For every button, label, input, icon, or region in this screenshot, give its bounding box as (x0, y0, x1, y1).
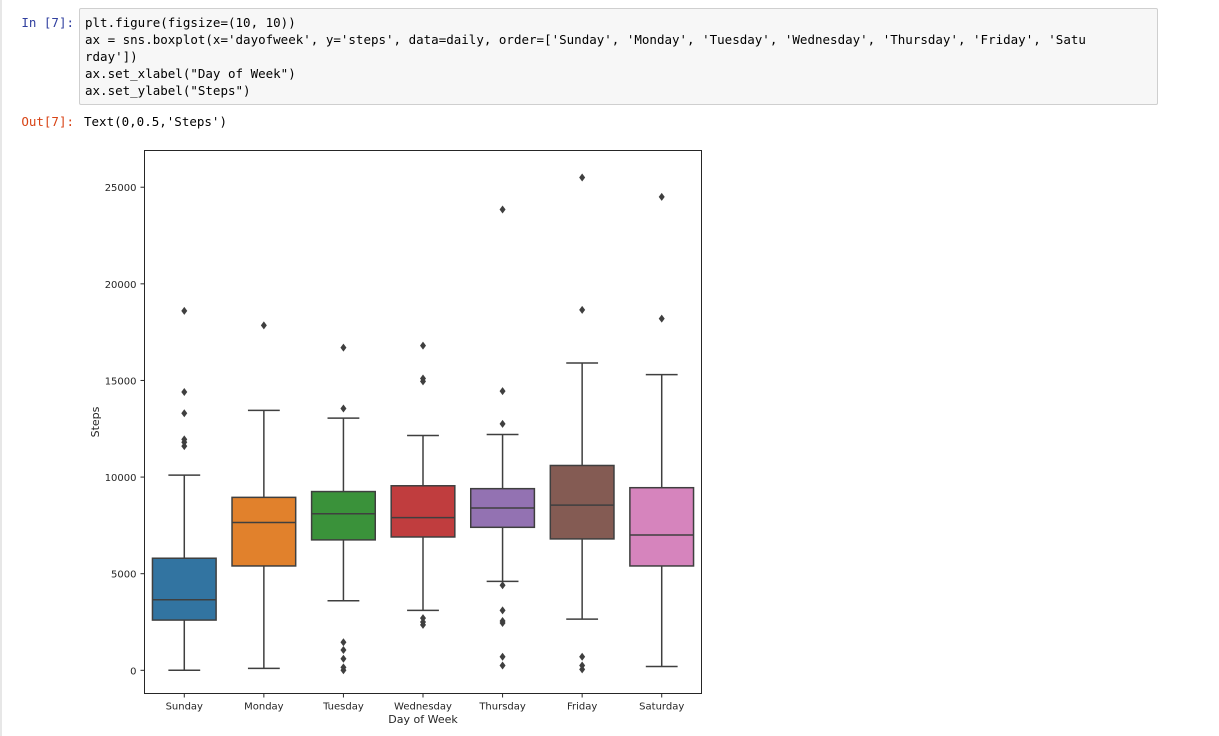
outlier-point (579, 173, 586, 182)
outlier-point (579, 305, 586, 314)
x-tick-label: Monday (244, 702, 284, 713)
outlier-point (499, 419, 506, 428)
outlier-point (499, 387, 506, 396)
outlier-point (420, 614, 426, 623)
outlier-point (499, 606, 506, 615)
notebook-edge (0, 0, 2, 736)
y-tick-label: 25000 (105, 183, 137, 194)
box-wednesday (390, 485, 456, 538)
outlier-point (260, 321, 267, 330)
output-text: Text(0,0.5,'Steps') (84, 114, 227, 129)
y-tick-label: 0 (130, 666, 136, 677)
outlier-point (340, 404, 347, 413)
x-tick-label: Friday (567, 702, 597, 713)
x-tick-label: Sunday (166, 702, 203, 713)
outlier-point (181, 388, 188, 397)
box-tuesday (310, 490, 377, 541)
outlier-point (340, 663, 347, 672)
outlier-point (340, 646, 347, 655)
outlier-point (658, 314, 665, 323)
outlier-point (658, 192, 665, 201)
outlier-point (499, 617, 506, 626)
y-tick-label: 5000 (111, 570, 136, 581)
outlier-point (420, 374, 426, 383)
outlier-point (579, 652, 586, 661)
x-tick-label: Wednesday (394, 702, 452, 713)
box-friday (549, 464, 615, 540)
code-line-2: ax = sns.boxplot(x='dayofweek', y='steps… (85, 32, 1086, 47)
y-tick-label: 15000 (105, 376, 137, 387)
plot-frame (144, 150, 702, 694)
outlier-point (181, 409, 188, 418)
code-editor[interactable]: plt.figure(figsize=(10, 10)) ax = sns.bo… (85, 14, 1086, 99)
outlier-point (340, 654, 347, 663)
y-axis-label: Steps (89, 406, 102, 437)
outlier-point (499, 661, 506, 670)
outlier-point (499, 205, 506, 214)
x-tick-label: Thursday (478, 702, 526, 713)
outlier-point (420, 341, 426, 350)
box-saturday (629, 486, 695, 567)
x-axis-label: Day of Week (388, 713, 458, 726)
code-line-5: ax.set_ylabel("Steps") (85, 83, 251, 98)
outlier-point (499, 652, 506, 661)
box-sunday (151, 557, 217, 621)
x-tick-label: Tuesday (322, 702, 364, 713)
outlier-point (579, 661, 586, 670)
box-monday (231, 496, 297, 567)
y-tick-label: 20000 (105, 280, 137, 291)
outlier-point (340, 343, 347, 352)
y-tick-label: 10000 (105, 473, 137, 484)
input-prompt: In [7]: (21, 15, 74, 30)
code-line-3: rday']) (85, 49, 138, 64)
outlier-point (340, 638, 347, 647)
outlier-point (499, 581, 506, 590)
output-prompt: Out[7]: (21, 114, 74, 129)
code-line-1: plt.figure(figsize=(10, 10)) (85, 15, 296, 30)
outlier-point (181, 306, 188, 315)
x-tick-label: Saturday (639, 702, 684, 713)
code-line-4: ax.set_xlabel("Day of Week") (85, 66, 296, 81)
outlier-point (181, 435, 188, 444)
code-cell[interactable]: plt.figure(figsize=(10, 10)) ax = sns.bo… (79, 8, 1158, 105)
